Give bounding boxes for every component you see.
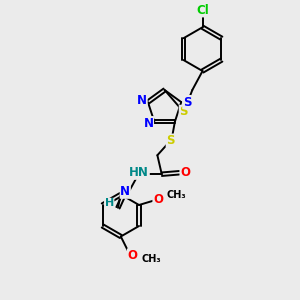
Text: N: N (143, 117, 154, 130)
Text: HN: HN (129, 166, 149, 179)
Text: N: N (120, 185, 130, 198)
Text: H: H (105, 198, 114, 208)
Text: CH₃: CH₃ (167, 190, 186, 200)
Text: O: O (128, 249, 137, 262)
Text: S: S (179, 105, 188, 119)
Text: CH₃: CH₃ (141, 254, 161, 264)
Text: N: N (137, 94, 147, 107)
Text: O: O (180, 166, 190, 179)
Text: Cl: Cl (196, 4, 209, 17)
Text: S: S (183, 96, 191, 109)
Text: S: S (166, 134, 175, 147)
Text: O: O (153, 193, 163, 206)
